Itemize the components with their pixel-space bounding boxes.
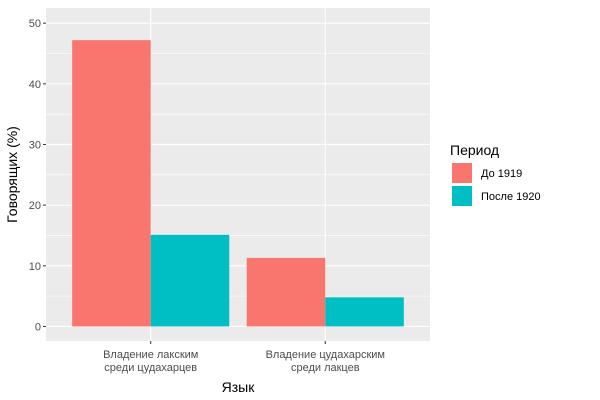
y-tick-label: 0 xyxy=(35,321,41,333)
x-axis-ticks: Владение лакским среди цудахарцев Владение… xyxy=(103,341,385,374)
legend-label-1: До 1919 xyxy=(481,168,522,180)
x-axis-title: Язык xyxy=(222,379,256,395)
legend-key-2 xyxy=(452,186,472,206)
legend-label-2: После 1920 xyxy=(481,191,541,203)
y-axis-ticks: 0 10 20 30 40 50 xyxy=(29,18,46,333)
bar-1-1 xyxy=(72,40,151,327)
y-tick-label: 40 xyxy=(29,79,41,91)
x-tick-label: Владение лакским среди цудахарцев xyxy=(103,349,198,374)
legend-key-1 xyxy=(452,163,472,183)
bar-2-1 xyxy=(246,257,326,327)
y-tick-label: 30 xyxy=(29,139,41,151)
legend: Период До 1919 После 1920 xyxy=(450,142,541,206)
y-tick-label: 20 xyxy=(29,200,41,212)
y-axis-title: Говорящих (%) xyxy=(4,126,20,223)
y-tick-label: 10 xyxy=(29,261,41,273)
y-tick-label: 50 xyxy=(29,18,41,30)
bar-1-2 xyxy=(150,234,230,327)
x-tick-label: Владение цудахарским среди лакцев xyxy=(266,349,385,374)
bars xyxy=(72,40,404,327)
legend-title: Период xyxy=(450,142,499,158)
bar-2-2 xyxy=(325,297,404,327)
